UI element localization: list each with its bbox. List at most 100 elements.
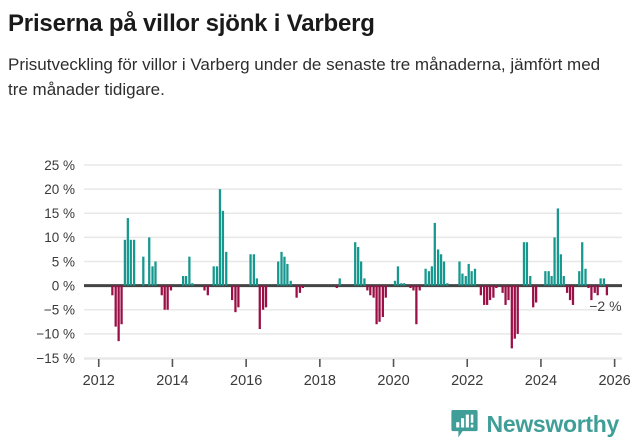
bar	[532, 285, 535, 308]
bar-series	[111, 189, 609, 349]
bar	[234, 285, 237, 313]
bar	[132, 239, 136, 286]
annotations: −2 %	[589, 298, 621, 314]
bar	[584, 268, 587, 286]
bar	[581, 242, 584, 286]
bar	[184, 275, 188, 286]
bar	[181, 275, 185, 286]
bar	[501, 285, 504, 293]
bar	[129, 239, 132, 286]
bar	[510, 285, 513, 349]
bar	[400, 283, 403, 286]
bar	[215, 266, 219, 286]
bar	[507, 285, 510, 301]
bar	[359, 261, 363, 286]
bar	[587, 285, 590, 289]
bar	[470, 271, 473, 286]
x-axis-tick-label: 2012	[83, 373, 115, 389]
bar	[335, 285, 338, 289]
newsworthy-wordmark: Newsworthy	[486, 410, 620, 437]
bar	[384, 285, 387, 298]
y-axis-tick-label: 25 %	[44, 158, 75, 173]
bar	[492, 285, 495, 298]
bar	[212, 266, 215, 286]
bar	[403, 283, 406, 286]
bar	[473, 268, 477, 286]
bar	[605, 285, 609, 296]
chart-plot-area: 25 % 20 % 15 % 10 % 5 % 0 % −5 % −10 % −15 % 2012…	[0, 152, 631, 397]
bar	[559, 254, 562, 286]
bar	[547, 271, 550, 286]
bar	[409, 285, 412, 289]
bar	[436, 249, 440, 286]
newsworthy-logo[interactable]: Newsworthy	[450, 409, 620, 439]
bar	[590, 285, 593, 301]
chart-page: Priserna på villor sjönk i Varberg Prisu…	[0, 9, 631, 448]
x-axis-tick-label: 2020	[377, 373, 409, 389]
bar	[479, 285, 482, 296]
bar	[424, 268, 427, 286]
bar	[593, 285, 596, 293]
bar	[418, 285, 421, 291]
bar	[553, 237, 556, 286]
bar	[166, 285, 169, 310]
bar	[556, 208, 560, 286]
bar	[430, 266, 433, 286]
bar	[372, 285, 375, 298]
bar	[148, 237, 151, 286]
bar	[488, 285, 492, 301]
x-axis-tick-label: 2022	[451, 373, 483, 389]
bar	[439, 254, 443, 286]
bar	[525, 242, 529, 286]
y-axis-tick-label: 5 %	[52, 254, 75, 269]
bar	[142, 256, 145, 286]
last-value-annotation: −2 %	[589, 298, 621, 314]
x-axis: 2012 2014 2016 2018 2020 2022 2024 2026	[83, 358, 631, 389]
bar	[516, 285, 519, 334]
bar	[191, 283, 194, 286]
bar	[366, 285, 369, 291]
bar	[396, 266, 400, 286]
bar	[264, 285, 268, 308]
bar	[529, 275, 532, 286]
bar	[550, 275, 553, 286]
bar	[258, 285, 261, 330]
bar	[301, 285, 305, 289]
bar	[433, 222, 436, 286]
y-axis-tick-label: −15 %	[36, 351, 75, 366]
bar	[354, 242, 357, 286]
bar	[206, 285, 209, 296]
bar-chart-bubble-icon	[450, 409, 478, 439]
x-axis-tick-label: 2026	[598, 373, 630, 389]
bar	[249, 254, 252, 286]
bar	[412, 285, 415, 291]
chart-footer: Newsworthy	[0, 405, 631, 448]
bar	[114, 285, 117, 327]
bar	[369, 285, 372, 296]
bar	[163, 285, 166, 310]
bar	[393, 280, 397, 286]
bar	[599, 278, 602, 286]
bar	[375, 285, 378, 325]
bar	[504, 285, 507, 305]
bar	[596, 285, 599, 296]
bar	[111, 285, 114, 296]
bar	[117, 285, 120, 342]
bar	[363, 278, 366, 286]
bar-chart: 25 % 20 % 15 % 10 % 5 % 0 % −5 % −10 % −15 % 2012…	[36, 158, 631, 389]
bar	[160, 285, 163, 296]
bar	[442, 261, 446, 286]
bar	[381, 285, 384, 317]
bar	[415, 285, 418, 325]
bar	[446, 283, 449, 286]
bar	[252, 254, 256, 286]
y-axis-tick-label: 10 %	[44, 230, 75, 245]
bar	[522, 242, 526, 286]
y-axis-tick-label: 15 %	[44, 206, 75, 221]
bar	[535, 285, 538, 303]
bar	[571, 285, 575, 305]
y-gridlines: 25 % 20 % 15 % 10 % 5 % 0 % −5 % −10 % −15 %	[36, 158, 622, 366]
bar	[467, 263, 470, 286]
bar	[283, 256, 286, 286]
chart-subtitle: Prisutveckling för villor i Varberg unde…	[8, 55, 601, 99]
